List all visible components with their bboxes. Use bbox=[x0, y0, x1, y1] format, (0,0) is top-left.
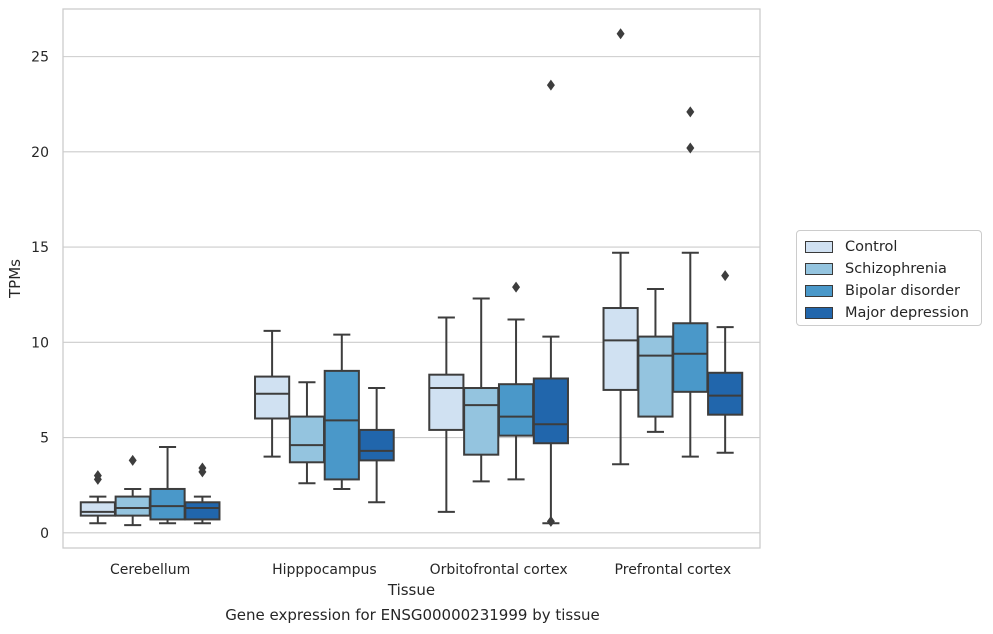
outlier-point bbox=[686, 106, 695, 118]
legend-swatch-bipolar bbox=[805, 285, 833, 297]
box-orbitofrontal-cortex-schizophrenia bbox=[463, 297, 500, 483]
grid-lines bbox=[63, 56, 760, 534]
box-hipppocampus-schizophrenia bbox=[288, 381, 326, 485]
box-body bbox=[323, 369, 360, 481]
outlier-point bbox=[128, 454, 137, 466]
box-body bbox=[114, 495, 151, 517]
y-axis-label: TPMs bbox=[6, 259, 24, 299]
y-tick-label-20: 20 bbox=[31, 145, 49, 161]
box-orbitofrontal-cortex-bipolar-disorder bbox=[497, 281, 535, 481]
y-tick-label-25: 25 bbox=[31, 50, 49, 66]
legend-item-control: Control bbox=[805, 237, 897, 257]
box-prefrontal-cortex-bipolar-disorder bbox=[672, 106, 709, 458]
legend-swatch-schizophrenia bbox=[805, 263, 833, 275]
outlier-point bbox=[198, 462, 207, 474]
legend-label-schizophrenia: Schizophrenia bbox=[845, 261, 947, 277]
box-body bbox=[184, 501, 221, 521]
legend-item-bipolar: Bipolar disorder bbox=[805, 281, 960, 301]
box-plots bbox=[79, 28, 744, 527]
box-cerebellum-control bbox=[79, 470, 116, 525]
legend: Control Schizophrenia Bipolar disorder M… bbox=[796, 230, 982, 326]
outlier-point bbox=[512, 281, 521, 293]
box-cerebellum-schizophrenia bbox=[114, 454, 151, 527]
y-tick-labels: 0 5 10 15 20 25 bbox=[31, 50, 49, 542]
outlier-point bbox=[721, 270, 730, 282]
box-prefrontal-cortex-control bbox=[602, 28, 639, 466]
x-axis-label: Tissue bbox=[387, 581, 435, 599]
x-tick-label-hipppocampus: Hipppocampus bbox=[272, 562, 377, 578]
box-cerebellum-major-depression bbox=[184, 462, 221, 525]
box-body bbox=[532, 377, 569, 445]
box-body bbox=[497, 383, 535, 437]
outlier-point bbox=[686, 142, 695, 154]
box-body bbox=[288, 415, 326, 464]
y-tick-label-10: 10 bbox=[31, 335, 49, 351]
outlier-point bbox=[546, 79, 555, 91]
box-body bbox=[254, 375, 291, 420]
box-prefrontal-cortex-schizophrenia bbox=[637, 287, 674, 433]
legend-swatch-control bbox=[805, 241, 833, 253]
legend-label-control: Control bbox=[845, 239, 898, 255]
box-body bbox=[149, 487, 186, 521]
x-tick-label-prefrontal-cortex: Prefrontal cortex bbox=[615, 562, 732, 578]
box-body bbox=[637, 335, 674, 418]
legend-swatch-major-depression bbox=[805, 307, 833, 319]
y-tick-label-15: 15 bbox=[31, 240, 49, 256]
figure-caption: Gene expression for ENSG00000231999 by t… bbox=[225, 606, 600, 624]
box-hipppocampus-control bbox=[254, 329, 291, 458]
legend-item-schizophrenia: Schizophrenia bbox=[805, 259, 947, 279]
outlier-point bbox=[546, 515, 555, 527]
box-orbitofrontal-cortex-major-depression bbox=[532, 79, 569, 527]
box-body bbox=[707, 371, 744, 416]
x-tick-label-orbitofrontal-cortex: Orbitofrontal cortex bbox=[430, 562, 568, 578]
x-tick-labels: Cerebellum Hipppocampus Orbitofrontal cort… bbox=[110, 562, 731, 578]
box-body bbox=[358, 428, 395, 462]
plot-frame bbox=[62, 8, 761, 549]
box-body bbox=[602, 307, 639, 391]
box-body bbox=[463, 387, 500, 456]
box-body bbox=[428, 373, 465, 431]
outlier-point bbox=[93, 470, 102, 482]
box-body bbox=[672, 322, 709, 393]
box-hipppocampus-major-depression bbox=[358, 387, 395, 504]
y-tick-label-5: 5 bbox=[40, 431, 49, 447]
box-orbitofrontal-cortex-control bbox=[428, 316, 465, 513]
box-prefrontal-cortex-major-depression bbox=[707, 270, 744, 454]
legend-label-major-depression: Major depression bbox=[845, 305, 969, 321]
legend-item-major-depression: Major depression bbox=[805, 303, 969, 323]
outlier-point bbox=[616, 28, 625, 40]
x-tick-label-cerebellum: Cerebellum bbox=[110, 562, 190, 578]
box-cerebellum-bipolar-disorder bbox=[149, 446, 186, 525]
legend-label-bipolar: Bipolar disorder bbox=[845, 283, 960, 299]
y-tick-label-0: 0 bbox=[40, 526, 49, 542]
box-body bbox=[79, 501, 116, 517]
box-hipppocampus-bipolar-disorder bbox=[323, 333, 360, 490]
